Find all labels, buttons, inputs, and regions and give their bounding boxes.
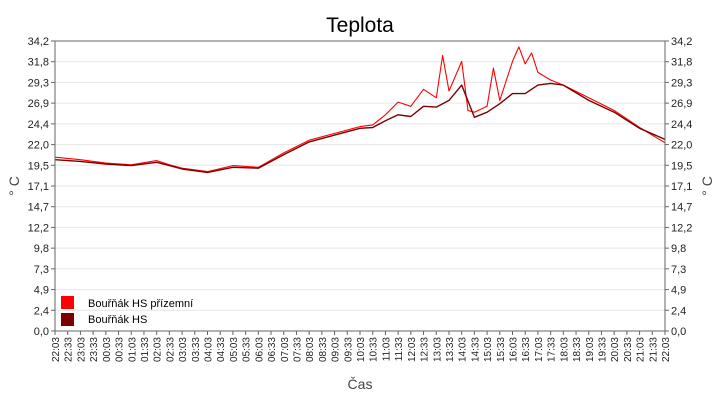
legend-label-series-2: Bouřňák HS: [88, 314, 147, 326]
x-tick-label: 16:33: [521, 337, 532, 362]
x-tick-label: 21:33: [648, 337, 659, 362]
y-tick-label: 9,8: [34, 243, 49, 255]
x-tick-label: 15:33: [496, 337, 507, 362]
y-tick-label: 29,3: [28, 77, 49, 89]
y-tick-label: 2,4: [671, 305, 686, 317]
x-tick-label: 03:03: [178, 337, 189, 362]
x-tick-label: 00:03: [102, 337, 113, 362]
y-tick-label: 4,9: [34, 285, 49, 297]
x-tick-label: 08:03: [305, 337, 316, 362]
series-layer: [54, 46, 666, 174]
x-tick-label: 11:03: [381, 337, 392, 362]
y-axis-label-right: ° C: [699, 176, 715, 196]
y-tick-label: 26,9: [671, 98, 692, 110]
y-tick-label: 34,2: [671, 36, 692, 48]
x-tick-label: 19:33: [597, 337, 608, 362]
x-tick-label: 20:03: [610, 337, 621, 362]
x-tick-label: 16:03: [509, 337, 520, 362]
x-tick-label: 08:33: [318, 337, 329, 362]
x-tick-label: 09:03: [331, 337, 342, 362]
x-tick-label: 03:33: [191, 337, 202, 362]
y-tick-label: 29,3: [671, 77, 692, 89]
y-tick-label: 12,2: [671, 222, 692, 234]
x-tick-label: 13:33: [445, 337, 456, 362]
y-tick-label: 7,3: [34, 264, 49, 276]
x-tick-label: 21:03: [636, 337, 647, 362]
x-tick-label: 18:03: [559, 337, 570, 362]
x-axis: 22:03 22:33 23:03 23:33 00:03 00:33 01:03 01:33…: [51, 331, 672, 362]
x-tick-label: 02:33: [165, 337, 176, 362]
x-tick-label: 23:03: [76, 337, 87, 362]
y-tick-label: 19,5: [671, 160, 692, 172]
y-tick-label: 14,7: [671, 202, 692, 214]
y-tick-label: 26,9: [28, 98, 49, 110]
x-tick-label: 11:33: [394, 337, 405, 362]
x-tick-label: 22:33: [64, 337, 75, 362]
legend-swatch-series-2: [61, 313, 74, 326]
y-tick-label: 31,8: [28, 57, 49, 69]
y-tick-label: 0,0: [671, 326, 686, 338]
y-tick-label: 19,5: [28, 160, 49, 172]
x-tick-label: 13:03: [432, 337, 443, 362]
x-tick-label: 02:03: [153, 337, 164, 362]
y-tick-label: 17,1: [28, 181, 49, 193]
x-tick-label: 17:33: [547, 337, 558, 362]
x-tick-label: 10:33: [369, 337, 380, 362]
grid-lines: [55, 61, 665, 311]
y-tick-label: 14,7: [28, 202, 49, 214]
y-tick-label: 2,4: [34, 305, 49, 317]
y-tick-label: 22,0: [671, 140, 692, 152]
x-tick-label: 14:03: [458, 337, 469, 362]
x-tick-label: 22:03: [661, 337, 672, 362]
x-tick-label: 01:03: [127, 337, 138, 362]
y-axis-left: 34,2 31,8 29,3 26,9 24,4 22,0 19,5 17,1 14,7 12,2…: [28, 36, 55, 338]
x-tick-label: 15:03: [483, 337, 494, 362]
y-tick-label: 7,3: [671, 264, 686, 276]
y-tick-label: 12,2: [28, 222, 49, 234]
x-tick-label: 14:33: [470, 337, 481, 362]
y-tick-label: 9,8: [671, 243, 686, 255]
chart-title: Teplota: [326, 14, 394, 37]
x-tick-label: 01:33: [140, 337, 151, 362]
x-tick-label: 06:03: [254, 337, 265, 362]
x-tick-label: 17:03: [534, 337, 545, 362]
x-tick-label: 23:33: [89, 337, 100, 362]
x-tick-label: 19:03: [585, 337, 596, 362]
y-tick-label: 24,4: [671, 119, 692, 131]
y-tick-label: 4,9: [671, 285, 686, 297]
x-tick-label: 10:03: [356, 337, 367, 362]
y-axis-label-left: ° C: [6, 176, 22, 196]
x-tick-label: 07:03: [280, 337, 291, 362]
y-tick-label: 17,1: [671, 181, 692, 193]
x-tick-label: 09:33: [343, 337, 354, 362]
x-tick-label: 12:33: [420, 337, 431, 362]
x-tick-label: 06:33: [267, 337, 278, 362]
y-tick-label: 22,0: [28, 140, 49, 152]
x-tick-label: 00:33: [115, 337, 126, 362]
legend-swatch-series-1: [61, 296, 74, 309]
series-line-2: [54, 82, 666, 174]
y-tick-label: 31,8: [671, 57, 692, 69]
y-tick-label: 34,2: [28, 36, 49, 48]
series-line-1: [54, 46, 666, 173]
y-tick-label: 0,0: [34, 326, 49, 338]
y-tick-label: 24,4: [28, 119, 49, 131]
x-tick-label: 07:33: [292, 337, 303, 362]
x-axis-label: Čas: [348, 376, 373, 392]
x-tick-label: 18:33: [572, 337, 583, 362]
x-tick-label: 12:03: [407, 337, 418, 362]
x-tick-label: 22:03: [51, 337, 62, 362]
x-tick-label: 05:03: [229, 337, 240, 362]
x-tick-label: 04:03: [204, 337, 215, 362]
x-tick-label: 20:33: [623, 337, 634, 362]
legend-label-series-1: Bouřňák HS přízemní: [88, 298, 193, 310]
legend[interactable]: Bouřňák HS přízemní Bouřňák HS: [61, 296, 193, 326]
y-axis-right: 34,2 31,8 29,3 26,9 24,4 22,0 19,5 17,1 14,7 12,2…: [665, 36, 692, 338]
x-tick-label: 05:33: [242, 337, 253, 362]
x-tick-label: 04:33: [216, 337, 227, 362]
